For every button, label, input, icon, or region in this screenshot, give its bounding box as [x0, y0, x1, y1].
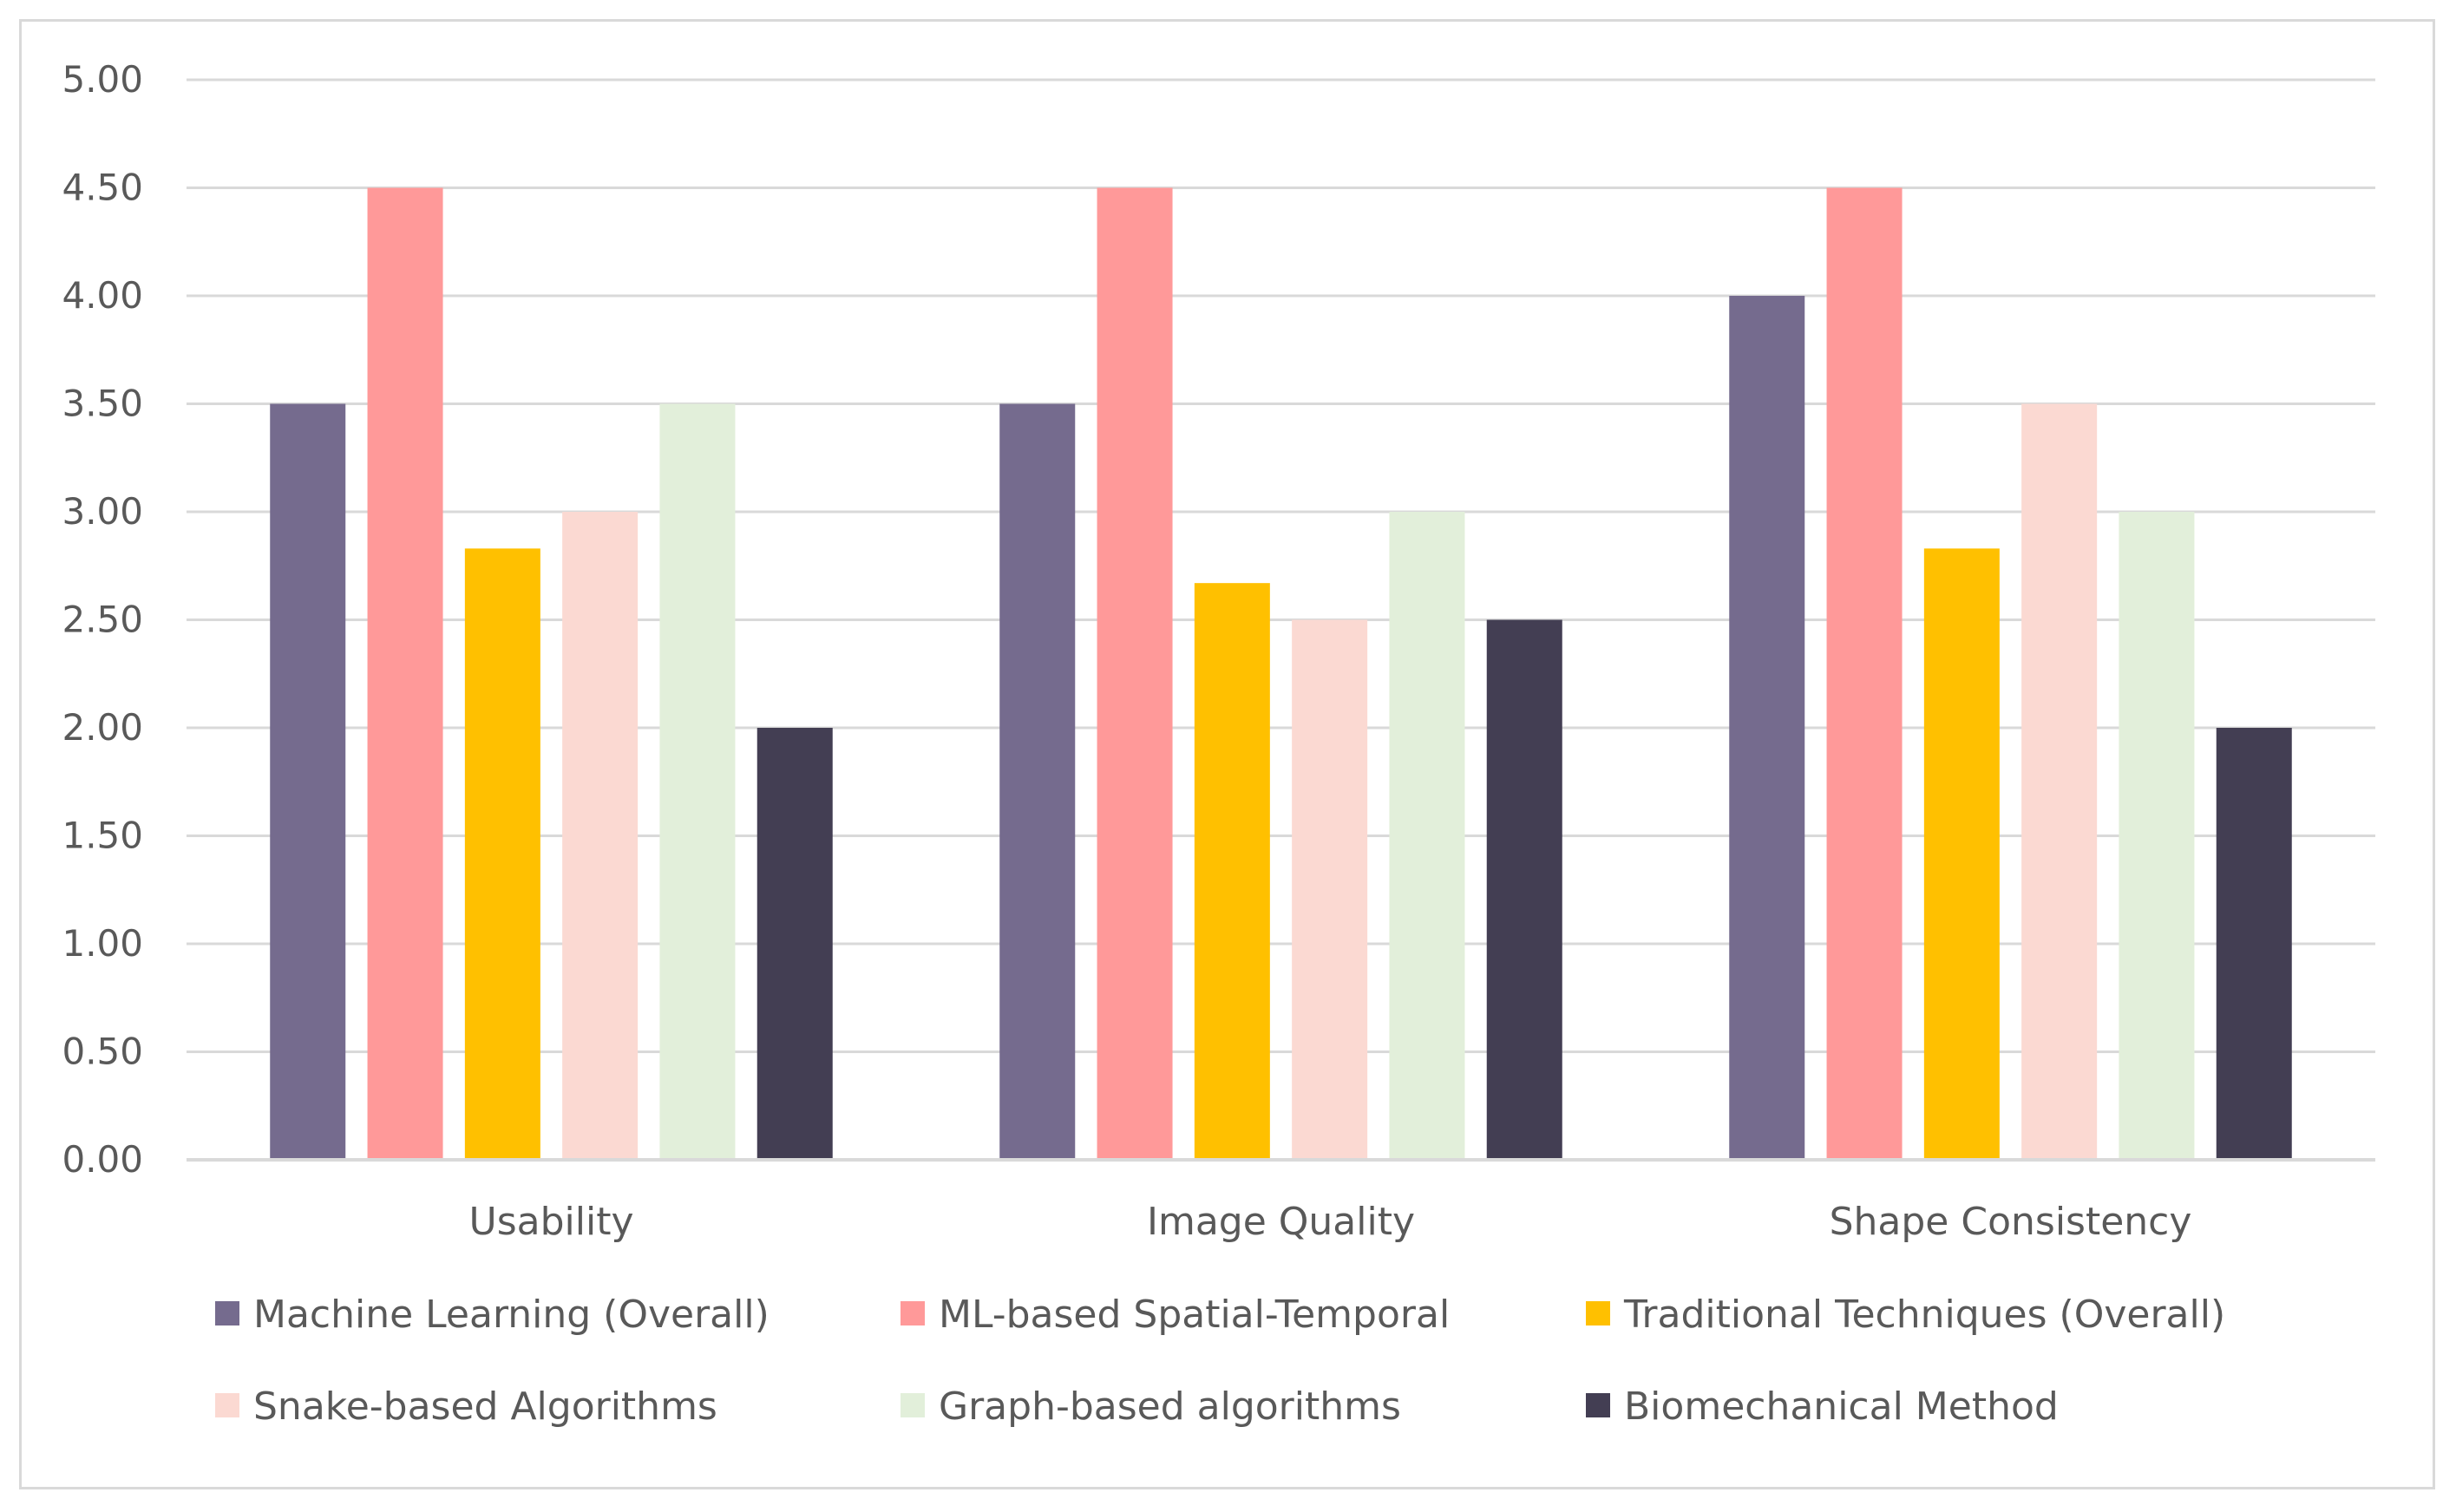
legend: Machine Learning (Overall) ML-based Spati… — [215, 1293, 2225, 1429]
bar — [562, 512, 639, 1160]
y-tick-label: 3.50 — [62, 383, 143, 425]
y-tick-label: 2.50 — [62, 599, 143, 641]
legend-label: Biomechanical Method — [1624, 1384, 2059, 1429]
bar — [1097, 187, 1173, 1160]
legend-swatch — [1586, 1393, 1610, 1417]
legend-item: Machine Learning (Overall) — [215, 1293, 770, 1337]
bar — [2119, 512, 2195, 1160]
bars — [270, 187, 2292, 1160]
legend-item: Snake-based Algorithms — [215, 1384, 717, 1429]
bar — [1194, 583, 1270, 1160]
bar — [2021, 403, 2098, 1160]
y-tick-label: 0.50 — [62, 1031, 143, 1073]
legend-swatch — [901, 1393, 925, 1417]
bar — [999, 403, 1076, 1160]
y-tick-label: 4.00 — [62, 274, 143, 317]
legend-swatch — [1586, 1301, 1610, 1325]
legend-item: Traditional Techniques (Overall) — [1586, 1293, 2225, 1337]
y-tick-label: 1.50 — [62, 815, 143, 857]
y-tick-label: 3.00 — [62, 490, 143, 533]
x-category-label: Image Quality — [1147, 1200, 1415, 1244]
legend-item: ML-based Spatial-Temporal — [901, 1293, 1450, 1337]
bar — [1292, 619, 1368, 1160]
bar — [756, 728, 833, 1160]
y-axis-tick-labels: 0.00 0.50 1.00 1.50 2.00 2.50 3.00 3.50 4.00 4.50… — [62, 58, 143, 1181]
bar — [659, 403, 736, 1160]
bar — [464, 548, 540, 1160]
bar — [270, 403, 346, 1160]
x-axis: Usability Image Quality Shape Consistency — [187, 1158, 2375, 1244]
legend-label: Graph-based algorithms — [939, 1384, 1401, 1429]
bar — [1826, 187, 1903, 1160]
bar — [1729, 296, 1805, 1160]
legend-label: ML-based Spatial-Temporal — [939, 1293, 1450, 1337]
legend-swatch — [901, 1301, 925, 1325]
legend-item: Biomechanical Method — [1586, 1384, 2059, 1429]
bar — [367, 187, 443, 1160]
y-tick-label: 4.50 — [62, 167, 143, 209]
y-tick-label: 2.00 — [62, 706, 143, 749]
legend-swatch — [215, 1301, 239, 1325]
legend-swatch — [215, 1393, 239, 1417]
legend-label: Machine Learning (Overall) — [253, 1293, 770, 1337]
bar — [1389, 512, 1465, 1160]
y-tick-label: 5.00 — [62, 58, 143, 101]
y-tick-label: 0.00 — [62, 1138, 143, 1181]
x-category-label: Usability — [469, 1200, 634, 1244]
legend-item: Graph-based algorithms — [901, 1384, 1401, 1429]
bar — [1486, 619, 1562, 1160]
bar — [1923, 548, 2000, 1160]
y-tick-label: 1.00 — [62, 922, 143, 965]
legend-label: Traditional Techniques (Overall) — [1623, 1293, 2225, 1337]
bar — [2216, 728, 2292, 1160]
x-category-label: Shape Consistency — [1830, 1200, 2192, 1244]
legend-label: Snake-based Algorithms — [253, 1384, 717, 1429]
